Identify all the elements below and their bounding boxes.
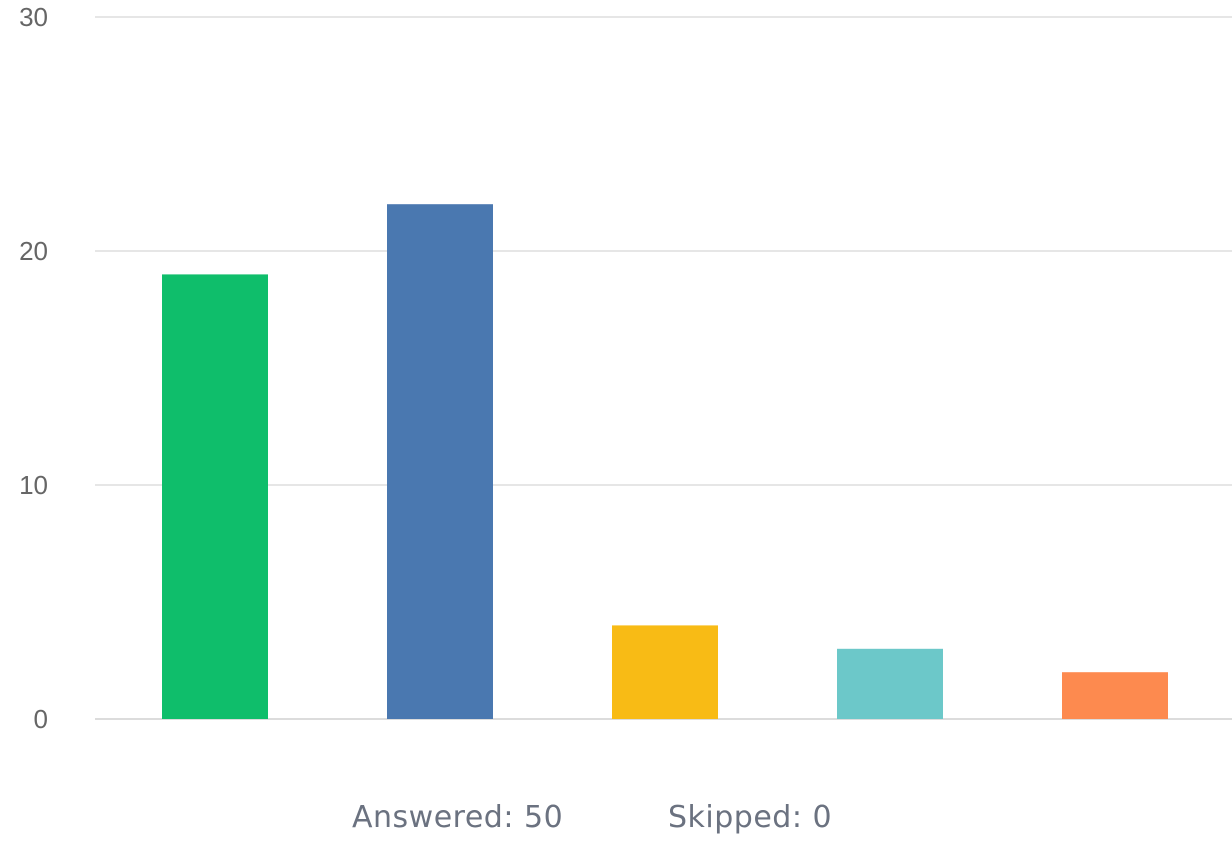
bars [162, 204, 1168, 719]
bar-5 [1062, 672, 1168, 719]
y-tick-label: 20 [19, 236, 48, 266]
bar-1 [162, 274, 268, 719]
bar-4 [837, 648, 943, 719]
bar-3 [612, 625, 718, 719]
y-tick-label: 10 [19, 470, 48, 500]
skipped-count: Skipped: 0 [668, 800, 833, 835]
bar-chart: 0 10 20 30 [19, 2, 1232, 734]
bar-2 [387, 204, 493, 719]
y-tick-label: 30 [19, 2, 48, 32]
response-summary: Answered: 50 Skipped: 0 [0, 800, 1232, 840]
y-tick-label: 0 [34, 704, 48, 734]
answered-count: Answered: 50 [352, 800, 564, 835]
y-axis: 0 10 20 30 [19, 2, 48, 734]
